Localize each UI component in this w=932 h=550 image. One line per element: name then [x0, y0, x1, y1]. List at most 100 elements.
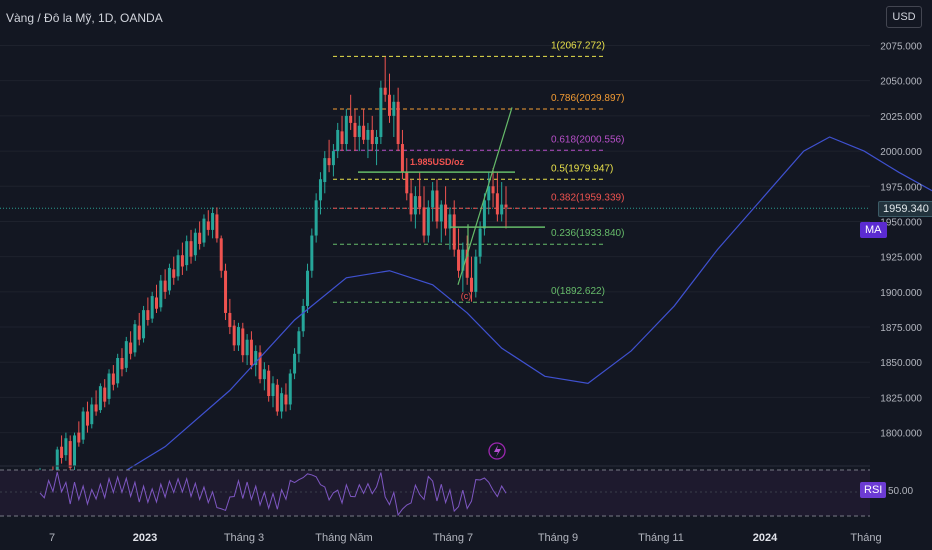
candle-body [202, 218, 206, 243]
candle-body [116, 358, 120, 384]
candle-body [435, 190, 439, 222]
x-tick-label: Tháng 11 [638, 532, 684, 544]
candle-body [258, 352, 262, 380]
candle-body [375, 136, 379, 145]
fib-label-0: 0(1892.622) [551, 286, 605, 297]
last-price-badge: 1959.340 [878, 201, 932, 217]
y-tick-label: 1825.000 [880, 393, 922, 404]
fib-label-0.786: 0.786(2029.897) [551, 93, 624, 104]
candle-body [271, 383, 275, 397]
y-tick-label: 1975.000 [880, 182, 922, 193]
y-tick-label: 1850.000 [880, 358, 922, 369]
candle-body [301, 305, 305, 332]
candle-body [362, 125, 366, 140]
candle-body [336, 129, 340, 152]
lightning-icon [488, 442, 506, 460]
candle-body [206, 221, 210, 230]
candle-body [185, 241, 189, 266]
candle-body [396, 101, 400, 145]
fib-label-0.382: 0.382(1959.339) [551, 192, 624, 203]
candle-body [465, 249, 469, 278]
candle-body [478, 228, 482, 257]
symbol-title: Vàng / Đô la Mỹ, 1D, OANDA [6, 11, 163, 25]
candles [38, 56, 508, 509]
x-tick-label: Tháng Năm [315, 532, 372, 544]
y-tick-label: 2050.000 [880, 77, 922, 88]
candle-body [228, 312, 232, 328]
candle-body [98, 386, 102, 411]
fib-label-0.618: 0.618(2000.556) [551, 134, 624, 145]
candle-body [81, 411, 85, 440]
x-tick-label: 2024 [753, 532, 778, 544]
candle-body [159, 280, 163, 308]
candle-body [491, 186, 495, 194]
candle-body [133, 324, 137, 353]
candle-body [353, 122, 357, 137]
rsi-level-label: 50.00 [888, 486, 914, 497]
candle-body [422, 207, 426, 236]
candle-body [129, 342, 133, 354]
candle-body [370, 129, 374, 145]
x-axis: 7 2023 Tháng 3 Tháng Năm Tháng 7 Tháng 9 Tháng… [49, 532, 882, 544]
candle-body [245, 339, 249, 356]
rsi-line [39, 471, 507, 517]
y-tick-label: 1875.000 [880, 323, 922, 334]
fib-label-0.5: 0.5(1979.947) [551, 163, 613, 174]
rsi-indicator-badge[interactable]: RSI [860, 482, 887, 498]
candle-body [267, 370, 271, 397]
candle-body [349, 115, 353, 123]
trend-line [457, 107, 513, 285]
ma-indicator-badge[interactable]: MA [860, 222, 887, 238]
candle-body [180, 255, 184, 267]
candle-body [193, 232, 197, 256]
rsi-pane [0, 465, 870, 517]
candle-body [137, 325, 141, 340]
candle-body [60, 446, 64, 458]
candle-body [293, 353, 297, 374]
x-tick-label: 2023 [133, 532, 157, 544]
candle-body [167, 267, 171, 291]
candle-body [275, 384, 279, 412]
candle-body [457, 249, 461, 271]
candle-body [155, 297, 158, 309]
candle-body [176, 255, 180, 277]
candle-body [172, 269, 176, 278]
candle-body [448, 214, 452, 229]
candle-body [211, 213, 215, 230]
candle-body [73, 435, 77, 467]
y-tick-label: 1950.000 [880, 217, 922, 228]
candle-body [314, 200, 318, 236]
candle-body [111, 373, 115, 385]
candle-body [284, 394, 288, 405]
candle-body [103, 387, 107, 402]
candle-body [224, 270, 228, 313]
x-tick-label: 7 [49, 532, 55, 544]
candle-body [426, 207, 430, 236]
candle-body [249, 339, 253, 366]
candle-body [318, 179, 322, 201]
candle-body [142, 310, 146, 339]
candle-body [198, 232, 202, 244]
candle-body [306, 270, 310, 306]
y-tick-label: 2000.000 [880, 147, 922, 158]
lightning-bolt-icon [494, 445, 501, 457]
candle-body [400, 144, 404, 173]
y-tick-label: 1800.000 [880, 429, 922, 440]
candle-body [262, 369, 266, 380]
candle-body [487, 186, 491, 201]
candle-body [469, 277, 473, 292]
candle-body [64, 438, 68, 456]
candle-body [146, 310, 150, 320]
fib-label-1: 1(2067.272) [551, 40, 605, 51]
candle-body [288, 373, 292, 405]
candle-body [431, 190, 435, 208]
candle-body [163, 280, 167, 292]
candle-body [85, 411, 89, 426]
y-tick-label: 2075.000 [880, 41, 922, 52]
candle-body [219, 238, 223, 271]
currency-button[interactable]: USD [886, 6, 922, 28]
candle-body [444, 204, 448, 229]
candle-body [379, 87, 383, 137]
candle-body [392, 101, 396, 116]
